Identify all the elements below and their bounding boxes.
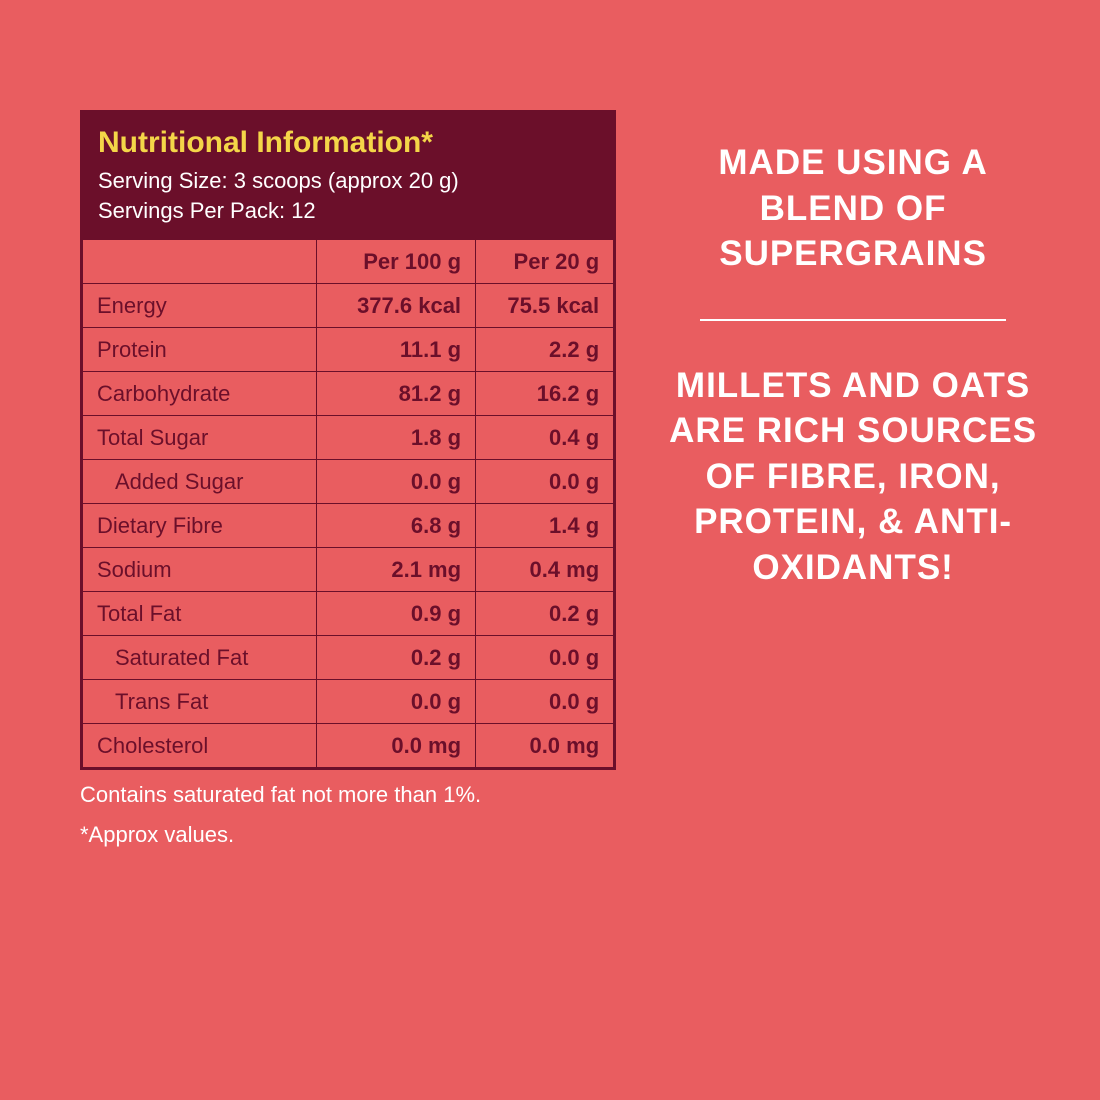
nutrient-label: Protein: [83, 328, 317, 372]
nutrient-per100: 0.0 g: [316, 460, 475, 504]
nutrient-label: Sodium: [83, 548, 317, 592]
nutrient-per100: 377.6 kcal: [316, 284, 475, 328]
nutrient-per20: 0.0 g: [476, 680, 614, 724]
table-row: Carbohydrate81.2 g16.2 g: [83, 372, 614, 416]
nutrition-header: Nutritional Information* Serving Size: 3…: [82, 112, 614, 239]
table-row: Saturated Fat0.2 g0.0 g: [83, 636, 614, 680]
nutrient-per100: 0.0 g: [316, 680, 475, 724]
table-row: Protein11.1 g2.2 g: [83, 328, 614, 372]
nutrient-per20: 0.0 mg: [476, 724, 614, 768]
nutrient-label: Cholesterol: [83, 724, 317, 768]
main-container: Nutritional Information* Serving Size: 3…: [0, 0, 1100, 850]
nutrient-per20: 0.0 g: [476, 460, 614, 504]
servings-per-pack: Servings Per Pack: 12: [98, 196, 598, 226]
nutrient-per100: 0.9 g: [316, 592, 475, 636]
nutrient-per100: 2.1 mg: [316, 548, 475, 592]
nutrient-label: Total Sugar: [83, 416, 317, 460]
nutrition-title: Nutritional Information*: [98, 126, 598, 160]
nutrient-per20: 0.0 g: [476, 636, 614, 680]
table-row: Dietary Fibre6.8 g1.4 g: [83, 504, 614, 548]
nutrient-per100: 6.8 g: [316, 504, 475, 548]
nutrient-label: Saturated Fat: [83, 636, 317, 680]
col-header-label: [83, 240, 317, 284]
nutrient-per20: 75.5 kcal: [476, 284, 614, 328]
nutrient-per100: 1.8 g: [316, 416, 475, 460]
table-row: Added Sugar0.0 g0.0 g: [83, 460, 614, 504]
table-row: Trans Fat0.0 g0.0 g: [83, 680, 614, 724]
footnote-line-2: *Approx values.: [80, 820, 616, 850]
nutrient-per20: 0.4 mg: [476, 548, 614, 592]
nutrient-per100: 11.1 g: [316, 328, 475, 372]
promo-panel: MADE USING A BLEND OF SUPERGRAINS MILLET…: [666, 110, 1040, 590]
nutrition-box: Nutritional Information* Serving Size: 3…: [80, 110, 616, 770]
nutrient-per20: 0.2 g: [476, 592, 614, 636]
footnote-line-1: Contains saturated fat not more than 1%.: [80, 780, 616, 810]
nutrition-table: Per 100 g Per 20 g Energy377.6 kcal75.5 …: [82, 239, 614, 768]
promo-text-1: MADE USING A BLEND OF SUPERGRAINS: [666, 140, 1040, 277]
table-row: Total Fat0.9 g0.2 g: [83, 592, 614, 636]
nutrient-per20: 0.4 g: [476, 416, 614, 460]
table-row: Sodium2.1 mg0.4 mg: [83, 548, 614, 592]
promo-divider: [700, 319, 1007, 321]
nutrient-label: Added Sugar: [83, 460, 317, 504]
nutrient-per20: 2.2 g: [476, 328, 614, 372]
nutrient-per100: 0.0 mg: [316, 724, 475, 768]
nutrient-label: Energy: [83, 284, 317, 328]
table-row: Cholesterol0.0 mg0.0 mg: [83, 724, 614, 768]
nutrient-label: Trans Fat: [83, 680, 317, 724]
nutrition-panel: Nutritional Information* Serving Size: 3…: [80, 110, 616, 850]
nutrient-label: Carbohydrate: [83, 372, 317, 416]
col-header-per20: Per 20 g: [476, 240, 614, 284]
nutrient-per100: 81.2 g: [316, 372, 475, 416]
promo-text-2: MILLETS AND OATS ARE RICH SOURCES OF FIB…: [666, 363, 1040, 591]
col-header-per100: Per 100 g: [316, 240, 475, 284]
nutrient-label: Dietary Fibre: [83, 504, 317, 548]
table-row: Energy377.6 kcal75.5 kcal: [83, 284, 614, 328]
serving-size: Serving Size: 3 scoops (approx 20 g): [98, 166, 598, 196]
nutrient-per20: 1.4 g: [476, 504, 614, 548]
nutrient-per100: 0.2 g: [316, 636, 475, 680]
table-row: Total Sugar1.8 g0.4 g: [83, 416, 614, 460]
table-header-row: Per 100 g Per 20 g: [83, 240, 614, 284]
nutrient-per20: 16.2 g: [476, 372, 614, 416]
nutrient-label: Total Fat: [83, 592, 317, 636]
